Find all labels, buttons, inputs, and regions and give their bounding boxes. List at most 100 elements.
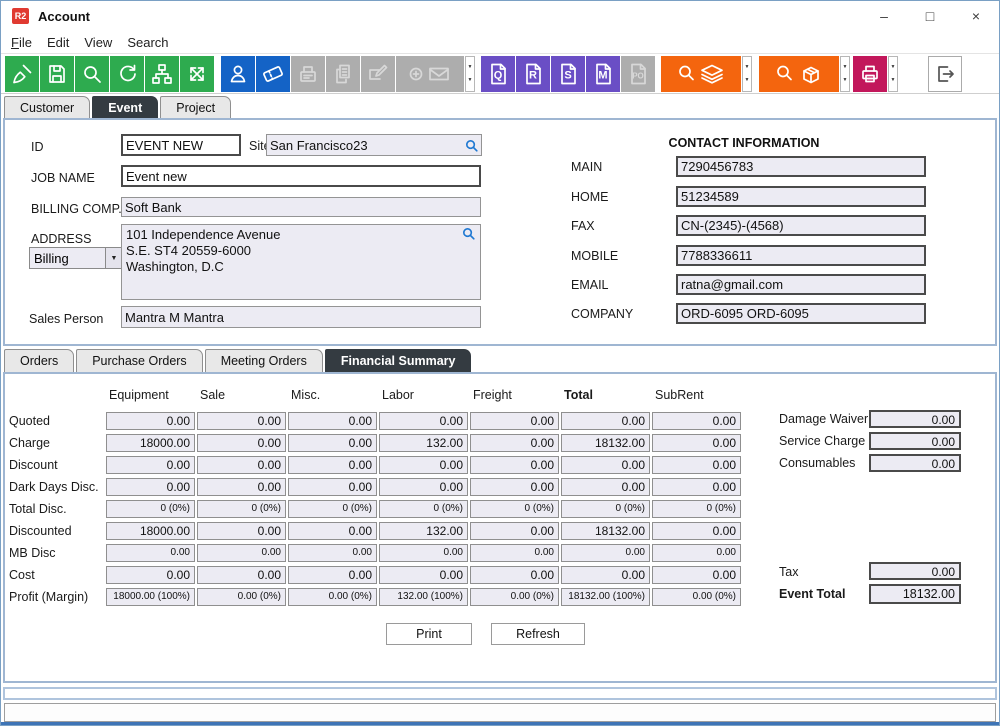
- menu-search[interactable]: Search: [127, 34, 169, 50]
- print-dropdown[interactable]: ▼ ▼: [888, 55, 898, 92]
- edit-icon: [366, 62, 390, 86]
- financial-cell: 0.00: [379, 544, 468, 562]
- address-search-icon[interactable]: [461, 226, 476, 246]
- financial-cell: 0.00: [379, 566, 468, 584]
- svg-text:M: M: [598, 69, 607, 81]
- financial-cell: 0 (0%): [197, 500, 286, 518]
- search-button[interactable]: [75, 55, 109, 92]
- financial-cell: 0 (0%): [561, 500, 650, 518]
- save-button[interactable]: [40, 55, 74, 92]
- job-name-input[interactable]: [121, 165, 481, 187]
- financial-cell: 0 (0%): [470, 500, 559, 518]
- column-header-freight: Freight: [473, 388, 512, 402]
- column-header-subrent: SubRent: [655, 388, 704, 402]
- row-label-dark-days-disc: Dark Days Disc.: [9, 480, 99, 494]
- financial-cell: 0.00: [197, 522, 286, 540]
- save-icon: [45, 62, 69, 86]
- tab-event[interactable]: Event: [92, 96, 159, 118]
- quote-button[interactable]: Q: [481, 55, 515, 92]
- close-button[interactable]: ×: [971, 8, 981, 24]
- sales-person-label: Sales Person: [29, 312, 104, 326]
- sales-order-button[interactable]: S: [551, 55, 585, 92]
- tab-project[interactable]: Project: [160, 96, 232, 118]
- minimize-button[interactable]: –: [880, 8, 888, 24]
- reservation-button[interactable]: R: [516, 55, 550, 92]
- company-input[interactable]: [676, 303, 926, 324]
- title-bar: R2 Account – □ ×: [1, 1, 999, 31]
- search-orders-dropdown[interactable]: ▼ ▼: [742, 55, 752, 92]
- tax-field[interactable]: 0.00: [869, 562, 961, 580]
- tab-financial-summary[interactable]: Financial Summary: [324, 349, 472, 372]
- email-input[interactable]: [676, 274, 926, 295]
- search-orders-button[interactable]: [661, 55, 741, 92]
- financial-cell: 0.00: [652, 412, 741, 430]
- exit-button[interactable]: [928, 55, 962, 92]
- contact-information-title: CONTACT INFORMATION: [668, 136, 820, 150]
- financial-cell: 0.00: [652, 522, 741, 540]
- tab-customer[interactable]: Customer: [4, 96, 91, 118]
- menu-view[interactable]: View: [84, 34, 113, 50]
- refresh-button[interactable]: Refresh: [491, 623, 585, 645]
- print-button[interactable]: Print: [386, 623, 472, 645]
- id-input[interactable]: [121, 134, 241, 156]
- hierarchy-button[interactable]: [145, 55, 179, 92]
- refresh-button[interactable]: [110, 55, 144, 92]
- search-items-dropdown[interactable]: ▼ ▼: [840, 55, 850, 92]
- tab-orders[interactable]: Orders: [4, 349, 75, 372]
- address-type-select[interactable]: Billing ▼: [29, 247, 123, 269]
- tab-meeting-orders[interactable]: Meeting Orders: [204, 349, 323, 372]
- toolbar: ▼ ▼ Q R S M PO ▼ ▼ ▼ ▼ ▼ ▼: [1, 54, 999, 94]
- doc-icon: R: [521, 62, 545, 86]
- mail-add-icon: [406, 62, 454, 86]
- id-label: ID: [31, 140, 44, 154]
- financial-cell: 0.00: [652, 456, 741, 474]
- address-text[interactable]: 101 Independence Avenue S.E. ST4 20559-6…: [121, 224, 481, 300]
- menu-bar: File Edit View Search: [1, 31, 999, 54]
- print-toolbar-button[interactable]: [853, 55, 887, 92]
- job-name-label: JOB NAME: [31, 171, 95, 185]
- search-icon: [80, 62, 104, 86]
- financial-cell: 0.00: [288, 478, 377, 496]
- financial-cell: 0.00: [470, 544, 559, 562]
- tax-label: Tax: [779, 565, 799, 579]
- meeting-order-button[interactable]: M: [586, 55, 620, 92]
- financial-cell: 0.00: [197, 566, 286, 584]
- email-label: EMAIL: [571, 278, 609, 292]
- mail-dropdown[interactable]: ▼ ▼: [465, 55, 475, 92]
- financial-cell: 0.00: [288, 456, 377, 474]
- row-label-profit-margin: Profit (Margin): [9, 590, 89, 604]
- damage-waiver-field[interactable]: 0.00: [869, 410, 961, 428]
- row-label-total-disc: Total Disc.: [9, 502, 67, 516]
- column-header-labor: Labor: [382, 388, 414, 402]
- service-charge-field[interactable]: 0.00: [869, 432, 961, 450]
- menu-file[interactable]: File: [11, 34, 32, 50]
- menu-edit[interactable]: Edit: [46, 34, 70, 50]
- maximize-button[interactable]: □: [925, 8, 935, 24]
- order-tab-row: Orders Purchase Orders Meeting Orders Fi…: [4, 349, 472, 372]
- collapsed-panel: [3, 687, 997, 700]
- service-charge-label: Service Charge: [779, 434, 866, 448]
- home-phone-input[interactable]: [676, 186, 926, 207]
- tab-purchase-orders[interactable]: Purchase Orders: [76, 349, 203, 372]
- financial-cell: 0.00: [470, 412, 559, 430]
- mobile-input[interactable]: [676, 245, 926, 266]
- site-input[interactable]: [267, 137, 464, 153]
- consumables-label: Consumables: [779, 456, 856, 470]
- expand-button[interactable]: [180, 55, 214, 92]
- financial-cell: 0.00: [470, 478, 559, 496]
- address-label: ADDRESS: [31, 232, 92, 246]
- contact-button[interactable]: [221, 55, 255, 92]
- account-tab-row: Customer Event Project: [4, 96, 232, 118]
- ticket-button[interactable]: [256, 55, 290, 92]
- window-title: Account: [38, 8, 90, 24]
- home-label: HOME: [571, 190, 609, 204]
- clear-button[interactable]: [5, 55, 39, 92]
- financial-cell: 18132.00: [561, 434, 650, 452]
- consumables-field[interactable]: 0.00: [869, 454, 961, 472]
- fax-input[interactable]: [676, 215, 926, 236]
- search-box-icon: [773, 62, 825, 86]
- main-phone-input[interactable]: [676, 156, 926, 177]
- search-items-button[interactable]: [759, 55, 839, 92]
- site-search-icon[interactable]: [464, 138, 479, 153]
- financial-cell: 0.00: [470, 522, 559, 540]
